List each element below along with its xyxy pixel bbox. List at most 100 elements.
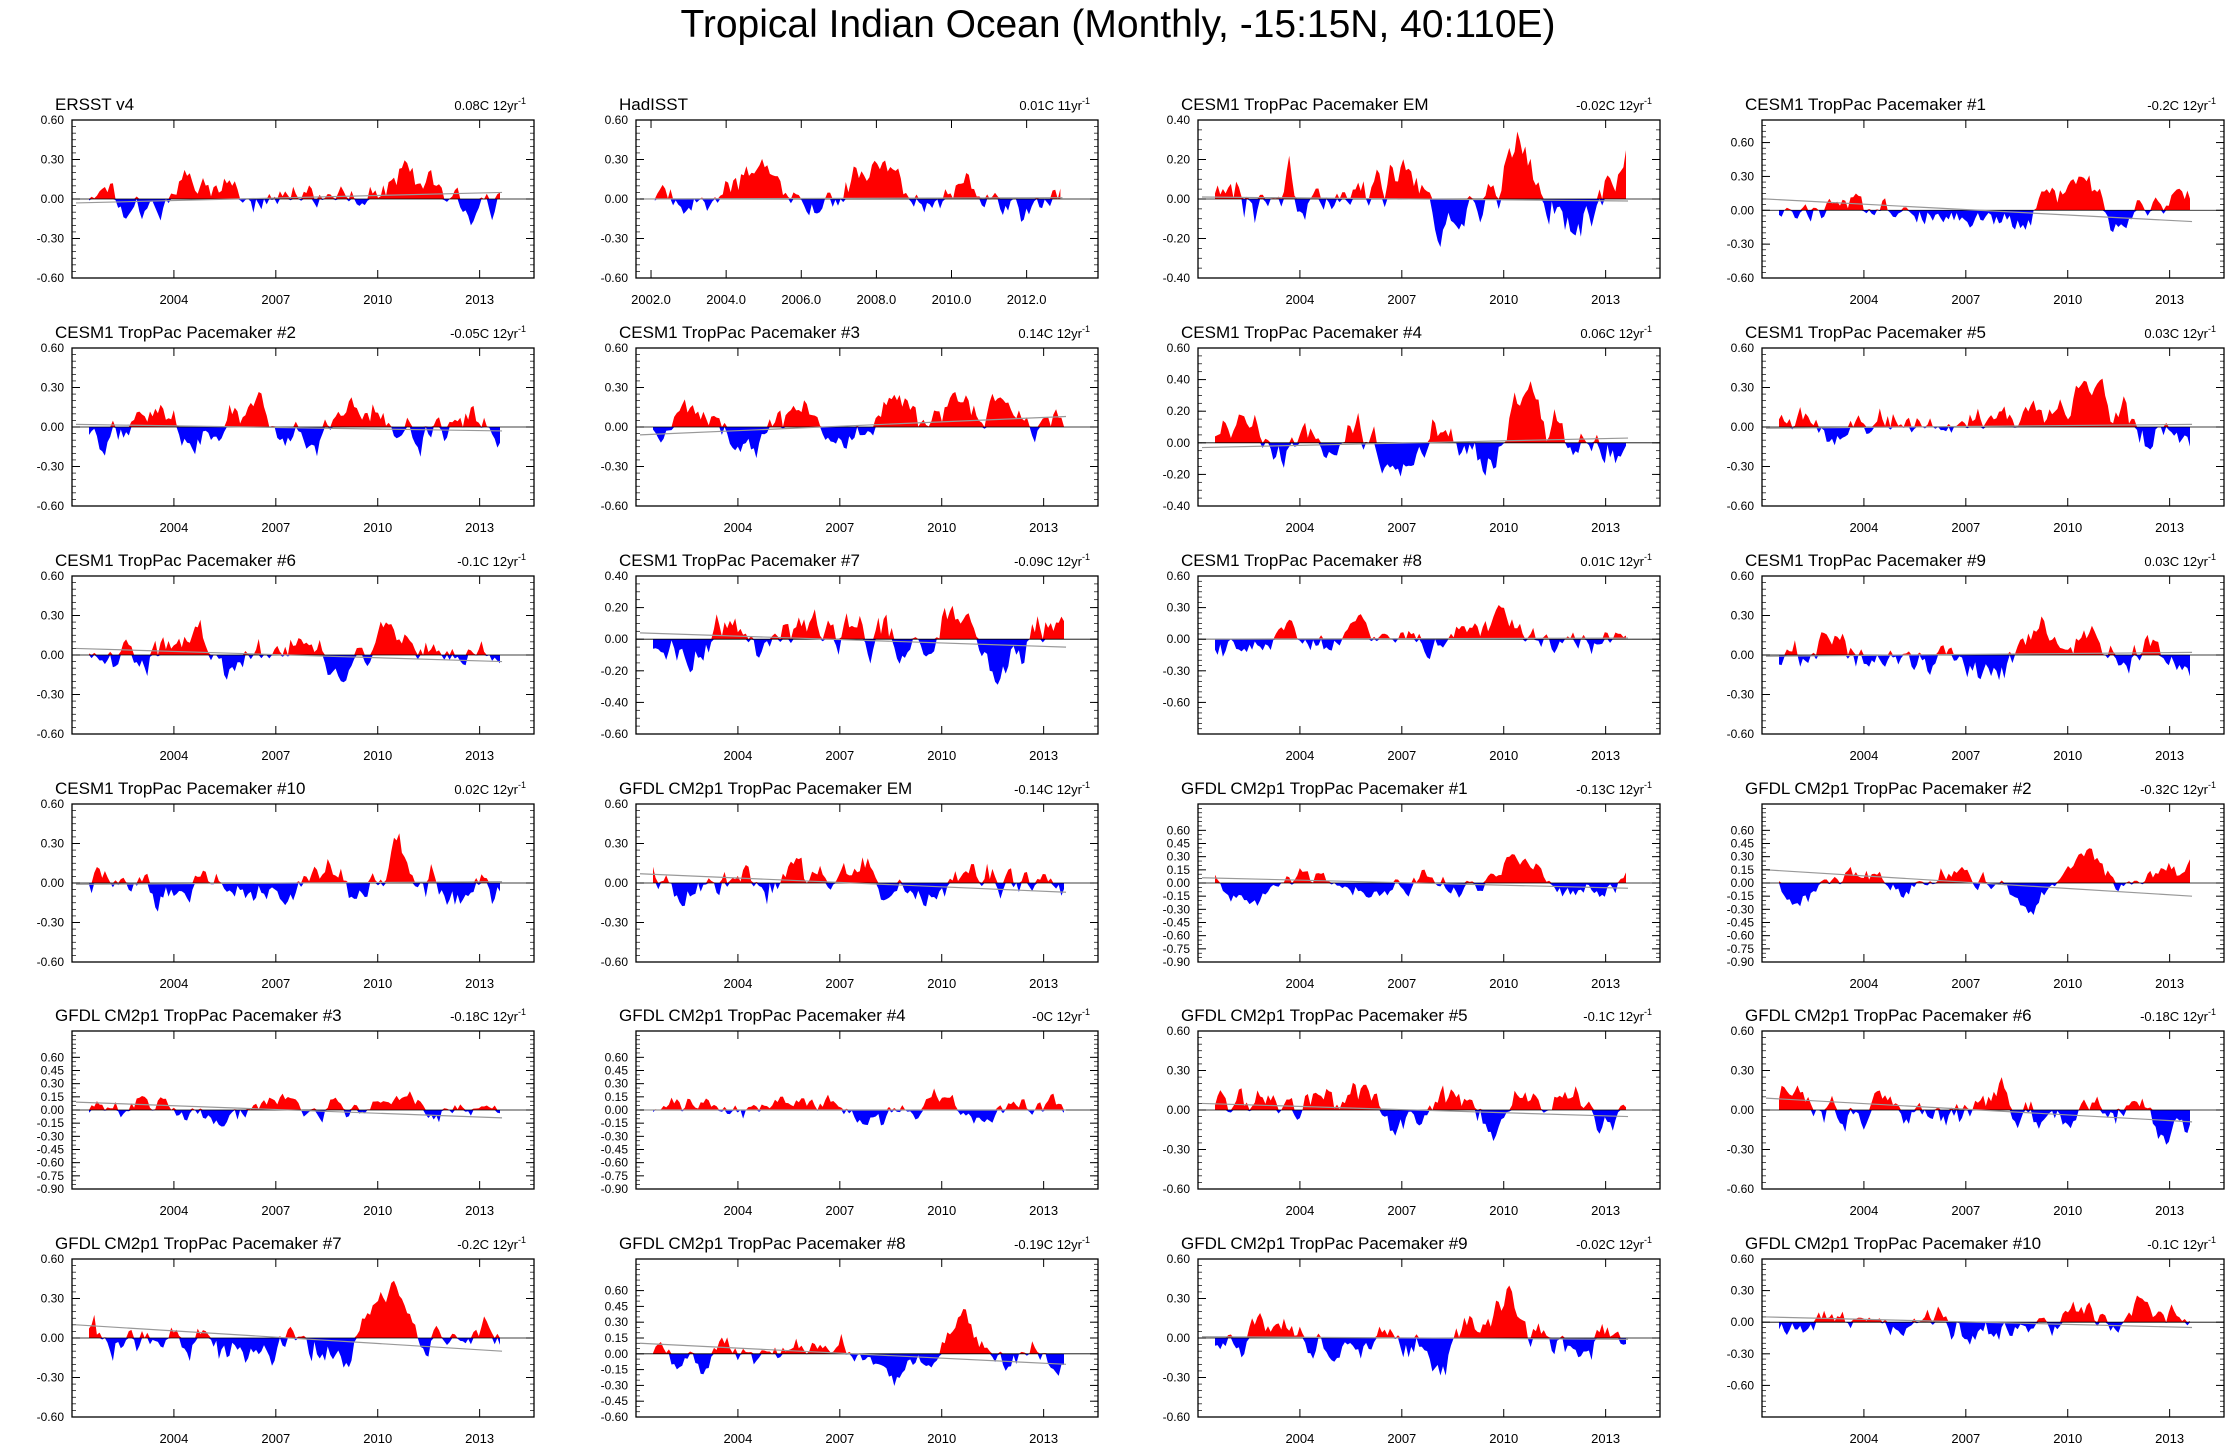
y-tick-label: -0.60 <box>1727 727 1755 741</box>
positive-anomaly-area <box>89 1091 500 1110</box>
trend-label: -0.2C 12yr-1 <box>457 1235 526 1252</box>
y-tick-label: -0.30 <box>37 688 65 702</box>
y-tick-label: -0.30 <box>601 232 629 246</box>
x-tick-label: 2004.0 <box>706 292 746 307</box>
x-tick-label: 2010 <box>927 976 956 991</box>
positive-anomaly-area <box>1779 378 2190 427</box>
y-tick-label: -0.15 <box>601 1363 629 1377</box>
panel-title: CESM1 TropPac Pacemaker #4 <box>1181 323 1422 342</box>
y-tick-label: 0.00 <box>605 1347 629 1361</box>
panel-22: GFDL CM2p1 TropPac Pacemaker #8 -0.19C 12… <box>601 1234 1099 1446</box>
panel-2: HadISST 0.01C 11yr-1 -0.60 -0.30 0.00 0.30 0.6… <box>601 95 1099 307</box>
trend-label: 0.06C 12yr-1 <box>1580 324 1652 341</box>
y-tick-label: 0.40 <box>1167 113 1191 127</box>
x-tick-label: 2007 <box>1387 1203 1416 1218</box>
panel-title: CESM1 TropPac Pacemaker #8 <box>1181 551 1422 570</box>
negative-anomaly-area <box>653 1110 1064 1126</box>
trend-label: -0.18C 12yr-1 <box>2140 1007 2216 1024</box>
x-tick-label: 2010 <box>927 748 956 763</box>
y-tick-label: 0.30 <box>1731 1284 1755 1298</box>
x-tick-label: 2010 <box>927 1431 956 1446</box>
x-tick-label: 2010 <box>363 1431 392 1446</box>
y-tick-label: 0.30 <box>605 1077 629 1091</box>
x-tick-label: 2007 <box>261 520 290 535</box>
trend-label: 0.01C 11yr-1 <box>1019 96 1090 113</box>
y-tick-label: 0.30 <box>41 1077 65 1091</box>
y-tick-label: -0.30 <box>601 1129 629 1143</box>
trend-line <box>1201 1336 1629 1340</box>
x-tick-label: 2007 <box>261 1431 290 1446</box>
y-tick-label: -0.30 <box>1163 664 1191 678</box>
panel-title: CESM1 TropPac Pacemaker #1 <box>1745 95 1986 114</box>
trend-label: -0.1C 12yr-1 <box>1583 1007 1652 1024</box>
y-tick-label: -0.75 <box>601 1169 629 1183</box>
y-tick-label: 0.30 <box>1167 1292 1191 1306</box>
y-tick-label: -0.60 <box>37 1156 65 1170</box>
y-tick-label: -0.75 <box>37 1169 65 1183</box>
y-tick-label: 0.30 <box>41 837 65 851</box>
y-tick-label: 0.60 <box>605 341 629 355</box>
y-tick-label: -0.30 <box>1163 1143 1191 1157</box>
y-tick-label: 0.00 <box>1167 192 1191 206</box>
y-tick-label: 0.00 <box>605 1103 629 1117</box>
x-tick-label: 2004 <box>723 748 752 763</box>
panel-11: CESM1 TropPac Pacemaker #8 0.01C 12yr-1 -0… <box>1163 551 1661 763</box>
y-tick-label: 0.00 <box>41 648 65 662</box>
y-tick-label: 0.60 <box>1731 569 1755 583</box>
positive-anomaly-area <box>89 392 500 427</box>
negative-anomaly-area <box>89 1110 500 1127</box>
x-tick-label: 2013 <box>1591 1203 1620 1218</box>
positive-anomaly-area <box>654 158 1061 199</box>
x-tick-label: 2004 <box>1285 292 1314 307</box>
y-tick-label: -0.30 <box>37 1371 65 1385</box>
y-tick-label: -0.30 <box>1163 1371 1191 1385</box>
y-tick-label: 0.00 <box>1167 436 1191 450</box>
x-tick-label: 2010 <box>1489 1431 1518 1446</box>
trend-line <box>1201 196 1629 202</box>
x-tick-label: 2010 <box>2053 748 2082 763</box>
y-tick-label: 0.00 <box>1167 1103 1191 1117</box>
negative-anomaly-area <box>653 427 1064 459</box>
positive-anomaly-area <box>89 1280 500 1338</box>
positive-anomaly-area <box>1215 381 1626 443</box>
x-tick-label: 2004 <box>159 748 188 763</box>
x-tick-label: 2013 <box>1591 748 1620 763</box>
y-tick-label: 0.15 <box>1167 863 1191 877</box>
panel-title: CESM1 TropPac Pacemaker #10 <box>55 779 305 798</box>
negative-anomaly-area <box>1779 1322 2190 1345</box>
y-tick-label: -0.40 <box>1163 271 1191 285</box>
positive-anomaly-area <box>1779 616 2190 655</box>
y-tick-label: -0.60 <box>1163 1182 1191 1196</box>
positive-anomaly-area <box>653 1309 1064 1354</box>
y-tick-label: 0.30 <box>1167 601 1191 615</box>
y-tick-label: -0.60 <box>1727 499 1755 513</box>
positive-anomaly-area <box>1215 605 1626 640</box>
y-tick-label: -0.60 <box>601 1410 629 1424</box>
trend-label: -0.02C 12yr-1 <box>1576 96 1652 113</box>
y-tick-label: 0.30 <box>1731 609 1755 623</box>
x-tick-label: 2007 <box>261 1203 290 1218</box>
panel-3: CESM1 TropPac Pacemaker EM -0.02C 12yr-1 -… <box>1163 95 1661 307</box>
x-tick-label: 2007 <box>1387 292 1416 307</box>
panel-title: ERSST v4 <box>55 95 134 114</box>
x-tick-label: 2004 <box>1849 1203 1878 1218</box>
y-tick-label: -0.30 <box>37 460 65 474</box>
y-tick-label: -0.45 <box>601 1143 629 1157</box>
y-tick-label: 0.60 <box>1731 1252 1755 1266</box>
panel-17: GFDL CM2p1 TropPac Pacemaker #3 -0.18C 12… <box>37 1006 535 1218</box>
y-tick-label: 0.00 <box>1731 876 1755 890</box>
negative-anomaly-area <box>1215 1110 1626 1142</box>
y-tick-label: -0.15 <box>1163 889 1191 903</box>
y-tick-label: -0.60 <box>37 499 65 513</box>
y-tick-label: -0.60 <box>1163 1410 1191 1424</box>
y-tick-label: -0.30 <box>1727 1143 1755 1157</box>
panel-16: GFDL CM2p1 TropPac Pacemaker #2 -0.32C 12… <box>1727 779 2225 991</box>
x-tick-label: 2010 <box>2053 976 2082 991</box>
panel-title: GFDL CM2p1 TropPac Pacemaker #8 <box>619 1234 906 1253</box>
panel-14: GFDL CM2p1 TropPac Pacemaker EM -0.14C 12… <box>601 779 1099 991</box>
x-tick-label: 2013 <box>2155 520 2184 535</box>
x-tick-label: 2010 <box>363 292 392 307</box>
y-tick-label: -0.60 <box>37 271 65 285</box>
y-tick-label: 0.30 <box>1731 169 1755 183</box>
